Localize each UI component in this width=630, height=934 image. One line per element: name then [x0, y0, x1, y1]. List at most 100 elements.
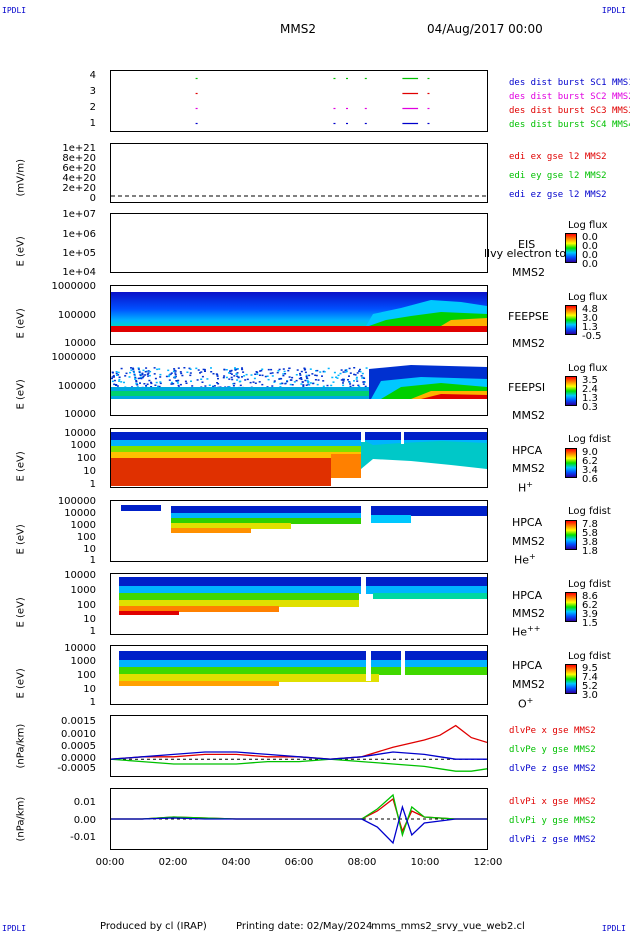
- hpca-h-spacecraft-label: MMS2: [512, 462, 545, 475]
- feepsi-speckle-pixel: [355, 378, 358, 380]
- feepsi-speckle-pixel: [337, 374, 340, 377]
- feepsi-speckle-pixel: [306, 380, 309, 382]
- feepsi-speckle-pixel: [304, 371, 307, 374]
- feepsi-speckle-pixel: [157, 385, 159, 388]
- feepsi-speckle-pixel: [232, 383, 235, 385]
- feepsi-speckle-pixel: [289, 379, 292, 381]
- hpca-h-red-band: [111, 458, 331, 486]
- feepsi-speckle-pixel: [309, 382, 312, 384]
- feepsi-speckle-pixel: [118, 380, 121, 382]
- feepsi-speckle-pixel: [133, 373, 136, 376]
- feepsi-speckle-pixel: [173, 376, 176, 378]
- feepsi-speckle-pixel: [199, 372, 201, 374]
- feepsi-speckle-pixel: [234, 367, 236, 369]
- feepsi-speckle-pixel: [111, 377, 113, 380]
- feepsi-speckle-pixel: [200, 371, 203, 373]
- feepsi-speckle-pixel: [117, 374, 120, 376]
- hpca-o-ytick: 1000: [70, 656, 96, 667]
- hpca-o-ylabel: E (eV): [15, 668, 27, 699]
- feepsi-speckle-pixel: [141, 373, 144, 376]
- feepsi-speckle-pixel: [140, 376, 143, 379]
- feepsi-speckle-pixel: [364, 385, 367, 388]
- hpca-h-cb-tick: 3.4: [582, 465, 598, 476]
- feepsi-speckle-pixel: [331, 376, 334, 379]
- feepsi-speckle-pixel: [345, 370, 348, 373]
- feepsi-speckle-pixel: [225, 369, 228, 371]
- eis-panel: [110, 213, 488, 273]
- hpca-he-ytick: 100: [76, 532, 96, 543]
- hpca-h-gap-1: [361, 432, 365, 442]
- feepsi-enhancement-red: [421, 394, 487, 399]
- feepsi-speckle-pixel: [117, 371, 120, 374]
- species-charge: +: [526, 696, 534, 705]
- feepsi-speckle-pixel: [291, 384, 294, 386]
- hpca-o-colorbar-title: Log fdist: [568, 651, 611, 662]
- feepsi-speckle-pixel: [132, 370, 135, 373]
- feepsi-speckle-pixel: [200, 378, 203, 380]
- hpca-h-cb-tick: 9.0: [582, 447, 598, 458]
- feepsi-speckle-pixel: [279, 386, 282, 388]
- hpca-h-green-band: [111, 446, 361, 454]
- feepsi-speckle-pixel: [173, 368, 176, 370]
- feepsi-speckle-pixel: [305, 384, 308, 386]
- feepsi-speckle-pixel: [170, 372, 173, 374]
- feepsi-speckle-pixel: [342, 378, 345, 381]
- hpca-he-colorbar: [565, 520, 577, 550]
- dpi-ytick: -0.01: [70, 832, 96, 843]
- edi-ytick: 4e+20: [62, 173, 96, 184]
- eis-spacecraft-label: MMS2: [512, 266, 545, 279]
- feepsi-speckle-pixel: [139, 382, 141, 384]
- feepsi-speckle-pixel: [191, 385, 194, 387]
- hpca-o-species: O+: [518, 696, 533, 711]
- hpca-h-instrument-label: HPCA: [512, 444, 543, 457]
- feepsi-speckle-pixel: [317, 379, 320, 381]
- feepsi-speckle-pixel: [307, 381, 310, 384]
- hpca-he-colorbar-title: Log fdist: [568, 506, 611, 517]
- hpca-h-orange-patch: [331, 454, 361, 478]
- feepsi-speckle-pixel: [145, 385, 148, 387]
- burst-label-mms3: des dist burst SC3 MMS3: [509, 106, 630, 116]
- edi-ytick: 6e+20: [62, 163, 96, 174]
- feepsi-speckle-pixel: [282, 374, 285, 377]
- feepsi-speckle-pixel: [184, 380, 187, 383]
- feepsi-speckle-pixel: [137, 367, 140, 369]
- feepsi-speckle-pixel: [134, 376, 137, 379]
- feepsi-speckle-pixel: [233, 375, 236, 377]
- hpca-o-orange-band: [119, 681, 279, 686]
- feepse-colorbar: [565, 305, 577, 335]
- feepsi-speckle-pixel: [210, 367, 212, 369]
- corner-label-top-left: IPDLI: [2, 6, 27, 15]
- feepsi-speckle-pixel: [174, 370, 177, 372]
- feepsi-speckle-pixel: [235, 373, 238, 375]
- hpca-he-green-band: [171, 518, 361, 524]
- feepsi-speckle-pixel: [327, 367, 330, 370]
- feepsi-speckle-pixel: [319, 371, 322, 373]
- feepsi-speckle-pixel: [183, 367, 186, 369]
- hpca-he-cyan-band: [171, 513, 361, 519]
- hpca-o-ytick: 10000: [64, 643, 96, 654]
- feepsi-speckle-pixel: [302, 385, 305, 387]
- hpca-h-ytick: 1000: [70, 440, 96, 451]
- edi-label-y: edi ey gse l2 MMS2: [509, 171, 607, 181]
- feepsi-speckle-pixel: [141, 372, 144, 375]
- hpca-h-colorbar-title: Log fdist: [568, 434, 611, 445]
- eis-ytick: 1e+06: [62, 229, 96, 240]
- hpca-h-panel: [110, 428, 488, 488]
- edi-ytick: 1e+21: [62, 143, 96, 154]
- feepsi-speckle-pixel: [243, 375, 246, 377]
- feepsi-speckle-pixel: [216, 375, 219, 377]
- feepsi-speckle-pixel: [116, 374, 118, 376]
- feepsi-speckle-pixel: [113, 379, 116, 382]
- hpca-h-cyan-band: [111, 440, 487, 448]
- feepsi-speckle-pixel: [172, 370, 175, 373]
- feepsi-speckle-pixel: [359, 368, 361, 371]
- eis-ytick: 1e+04: [62, 267, 96, 278]
- feepsi-speckle-pixel: [175, 380, 178, 382]
- feepsi-speckle-pixel: [167, 375, 170, 378]
- feepsi-speckle-pixel: [284, 382, 287, 385]
- hpca-o-yellow-band: [119, 674, 379, 682]
- feepsi-speckle-pixel: [130, 369, 133, 371]
- feepsi-speckle-pixel: [123, 381, 125, 384]
- feepsi-speckle-pixel: [261, 374, 264, 377]
- feepsi-speckle-pixel: [118, 376, 121, 378]
